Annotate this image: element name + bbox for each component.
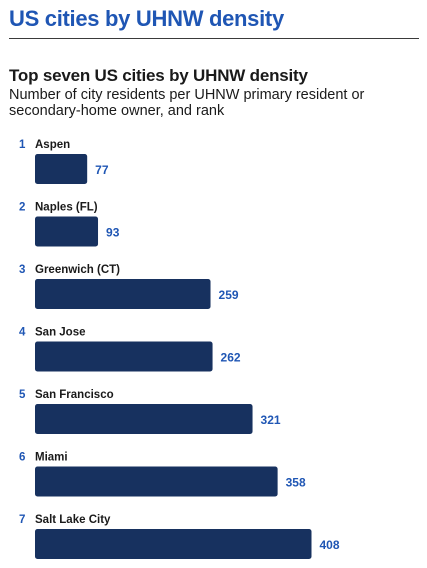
rank-label: 3: [19, 264, 25, 276]
rank-label: 5: [19, 389, 26, 401]
bar: [35, 279, 211, 309]
bar: [35, 216, 99, 247]
rank-label: 6: [19, 452, 25, 464]
data-label: 321: [261, 413, 281, 427]
bar: [35, 466, 278, 497]
bar: [35, 154, 88, 184]
rank-label: 2: [19, 202, 25, 214]
page-title: US cities by UHNW density: [9, 6, 284, 31]
rank-label: 4: [19, 327, 26, 339]
rank-label: 1: [19, 139, 26, 151]
category-label: San Jose: [35, 327, 86, 339]
bar: [35, 341, 213, 372]
header-divider: [9, 38, 419, 39]
data-label: 259: [219, 288, 239, 302]
category-label: Greenwich (CT): [35, 264, 120, 276]
category-label: Aspen: [35, 139, 70, 151]
category-label: Naples (FL): [35, 202, 98, 214]
category-label: San Francisco: [35, 389, 114, 401]
data-label: 262: [221, 351, 241, 365]
data-label: 93: [106, 226, 120, 240]
category-label: Miami: [35, 452, 68, 464]
data-label: 408: [320, 538, 340, 552]
category-label: Salt Lake City: [35, 514, 111, 526]
bar: [35, 529, 312, 559]
chart-title: Top seven US cities by UHNW density: [9, 66, 308, 85]
data-label: 77: [95, 163, 109, 177]
chart-subtitle: Number of city residents per UHNW primar…: [9, 87, 365, 119]
rank-label: 7: [19, 514, 25, 526]
bar: [35, 404, 253, 434]
data-label: 358: [286, 476, 306, 490]
